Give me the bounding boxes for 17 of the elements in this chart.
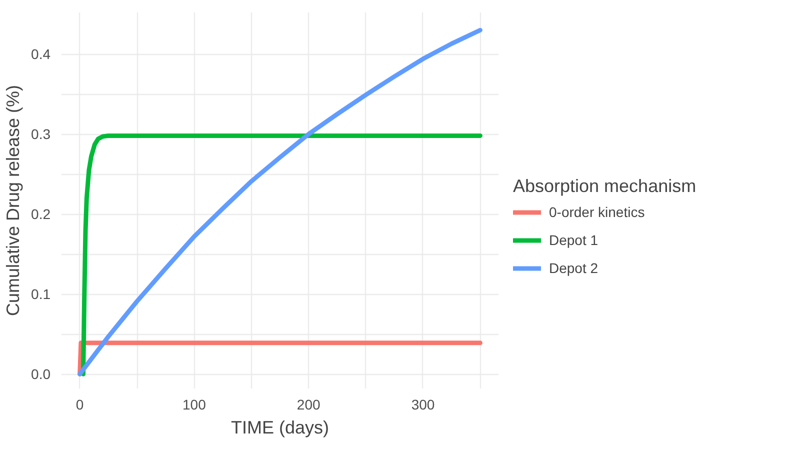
x-tick-label: 0 [76, 396, 84, 412]
y-tick-label: 0.0 [31, 366, 51, 382]
legend-label: 0-order kinetics [549, 204, 645, 220]
y-tick-label: 0.4 [31, 46, 51, 62]
x-tick-label: 100 [182, 396, 206, 412]
x-axis-title: TIME (days) [230, 418, 330, 438]
legend-label: Depot 1 [549, 232, 598, 248]
line-series [80, 133, 482, 376]
line-series [78, 28, 482, 376]
legend-label: Depot 2 [549, 260, 598, 276]
y-axis-title: Cumulative Drug release (%) [3, 84, 24, 316]
y-tick-label: 0.1 [31, 286, 51, 302]
legend-title: Absorption mechanism [513, 176, 696, 197]
y-tick-label: 0.3 [31, 126, 51, 142]
y-tick-label: 0.2 [31, 206, 51, 222]
x-tick-label: 300 [411, 396, 435, 412]
x-tick-label: 200 [296, 396, 320, 412]
